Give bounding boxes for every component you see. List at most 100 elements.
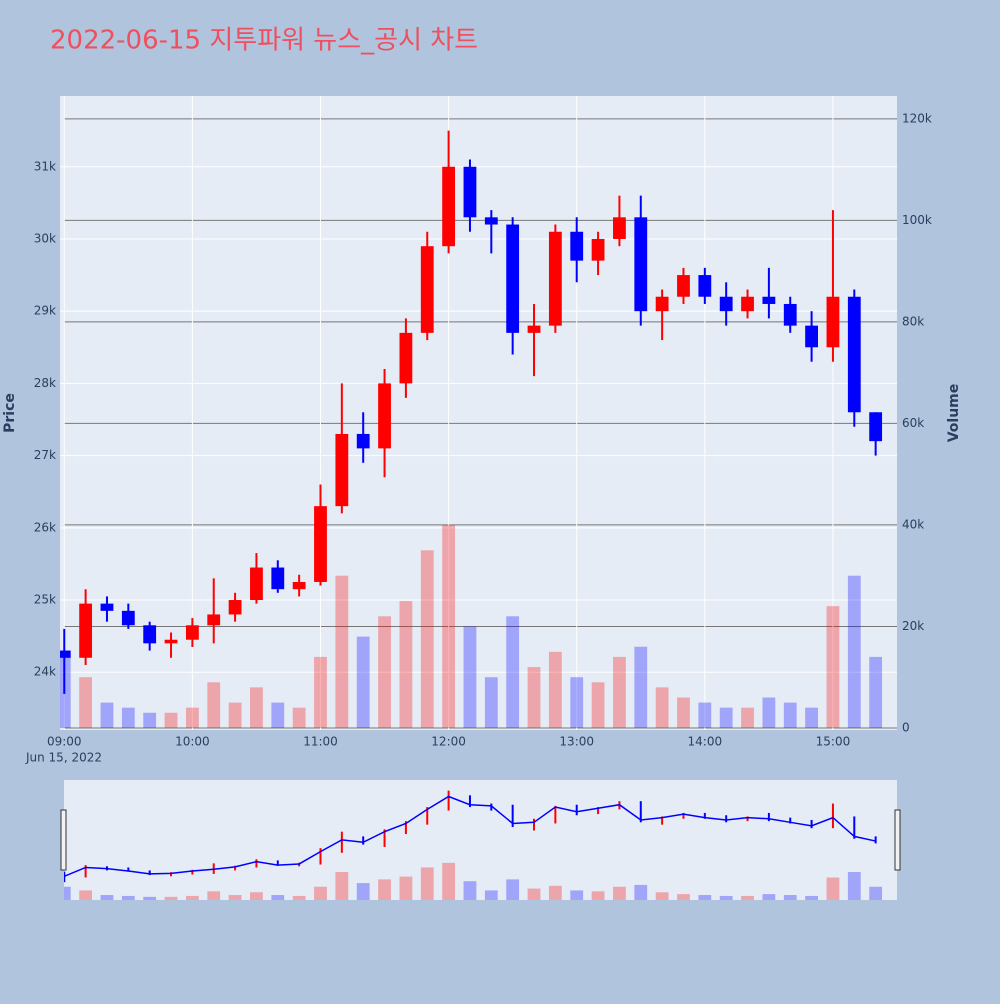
volume-bar <box>378 616 391 728</box>
y2-axis-label: Volume <box>946 384 962 443</box>
x-tick-label: 10:00 <box>175 735 210 749</box>
mini-volume-bar <box>591 891 605 900</box>
mini-volume-bar <box>463 881 477 900</box>
mini-volume-bar <box>527 888 541 900</box>
mini-volume-bar <box>719 895 733 900</box>
y2-tick-label: 40k <box>902 517 924 531</box>
plot-area <box>60 96 897 730</box>
volume-bar <box>805 707 818 728</box>
volume-bar <box>228 702 242 728</box>
volume-bar <box>655 687 669 728</box>
volume-bar <box>399 601 413 728</box>
mini-volume-bar <box>741 895 754 900</box>
mini-volume-bar <box>356 883 370 900</box>
mini-volume-bar <box>271 895 285 900</box>
mini-volume-bar <box>121 895 135 900</box>
mini-volume-bar <box>399 876 413 900</box>
candle-body <box>121 610 135 626</box>
volume-bar <box>143 712 157 728</box>
candle-body <box>805 325 818 348</box>
candle-body <box>527 325 541 333</box>
volume-bar <box>121 707 135 728</box>
candle-body <box>634 217 648 312</box>
y2-tick-label: 20k <box>902 619 924 633</box>
range-slider-preview <box>64 790 883 900</box>
mini-volume-bar <box>826 877 840 900</box>
mini-volume-bar <box>847 872 861 900</box>
candle-body <box>655 296 669 312</box>
range-handle-right[interactable] <box>894 809 901 871</box>
x-tick-label: 12:00 <box>431 735 466 749</box>
mini-volume-bar <box>164 896 178 900</box>
x-tick-label: 14:00 <box>688 735 723 749</box>
candle-body <box>741 296 754 312</box>
volume-bar <box>591 682 605 728</box>
range-slider[interactable] <box>64 780 897 900</box>
y-axis-label: Price <box>2 393 18 433</box>
mini-close-line <box>64 795 876 877</box>
mini-volume-bar <box>655 892 669 900</box>
candle-body <box>60 650 71 658</box>
candle-body <box>399 332 413 384</box>
mini-volume-bar <box>634 884 648 900</box>
mini-volume-bar <box>762 894 776 900</box>
mini-volume-bar <box>228 895 242 900</box>
y-tick-label: 25k <box>34 593 56 607</box>
mini-volume-bar <box>869 886 883 900</box>
candle-body <box>869 412 883 442</box>
mini-volume-bar <box>442 862 456 900</box>
volume-layer <box>60 524 883 728</box>
volume-bar <box>420 550 434 728</box>
candle-body <box>548 231 562 326</box>
mini-volume-bar <box>79 890 93 900</box>
mini-volume-bar <box>783 895 797 900</box>
y2-tick-label: 0 <box>902 720 910 734</box>
y2-tick-label: 120k <box>902 111 932 125</box>
volume-bar <box>634 646 648 728</box>
candle-body <box>356 433 370 449</box>
mini-volume-bar <box>143 896 157 900</box>
mini-volume-bar <box>335 872 349 900</box>
x-date-label: Jun 15, 2022 <box>25 751 102 765</box>
candle-body <box>698 275 712 297</box>
volume-bar <box>463 626 477 728</box>
candle-body <box>463 166 477 218</box>
candle-body <box>826 296 840 348</box>
candle-body <box>506 224 520 333</box>
candle-body <box>79 603 93 658</box>
candle-body <box>207 614 221 626</box>
volume-bar <box>271 702 285 728</box>
y2-tick-label: 60k <box>902 416 924 430</box>
mini-volume-bar <box>207 891 221 900</box>
candle-body <box>292 581 306 590</box>
candle-body <box>420 246 434 333</box>
volume-bar <box>783 702 797 728</box>
volume-bar <box>335 575 349 728</box>
y-tick-label: 27k <box>34 448 56 462</box>
price-layer <box>60 130 883 694</box>
candle-body <box>719 296 733 312</box>
volume-bar <box>741 707 754 728</box>
volume-bar <box>506 616 520 728</box>
grid <box>60 96 897 730</box>
volume-bar <box>60 656 71 728</box>
volume-bar <box>527 667 541 728</box>
volume-bar <box>570 677 584 728</box>
range-handle-left[interactable] <box>60 809 67 871</box>
candle-body <box>783 303 797 326</box>
volume-bar <box>826 606 840 728</box>
candle-body <box>484 217 498 225</box>
x-tick-label: 11:00 <box>303 735 338 749</box>
volume-bar <box>442 524 456 728</box>
candle-body <box>442 166 456 247</box>
mini-volume-bar <box>314 886 327 900</box>
y2-tick-label: 80k <box>902 314 924 328</box>
y2-tick-label: 100k <box>902 213 932 227</box>
volume-bar <box>719 707 733 728</box>
volume-bar <box>677 697 690 728</box>
candle-body <box>570 231 584 261</box>
volume-bar <box>698 702 712 728</box>
candle-body <box>164 639 178 644</box>
volume-bar <box>762 697 776 728</box>
